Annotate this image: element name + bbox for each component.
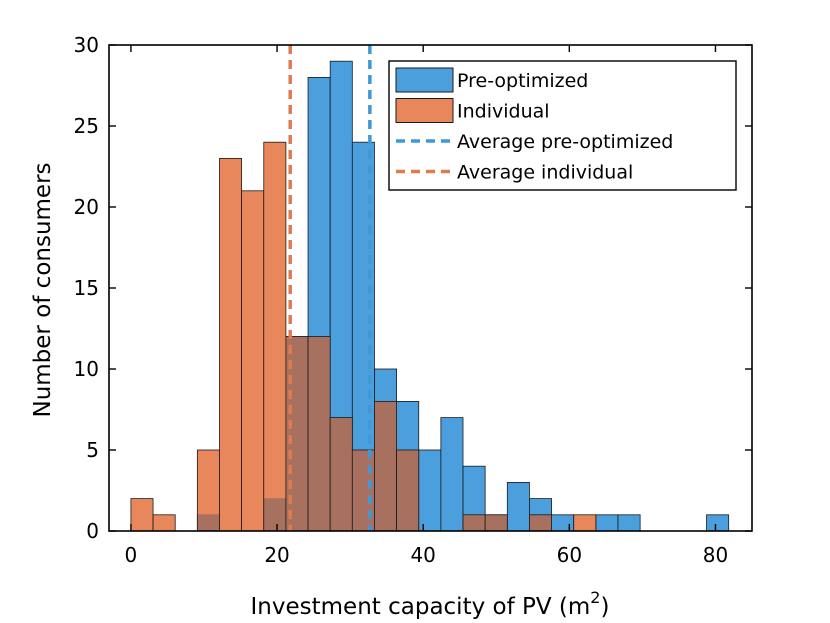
bar-overlap-2	[197, 514, 220, 531]
bar-individual-4	[241, 190, 264, 532]
legend-label-3: Average individual	[457, 162, 633, 184]
legend: Pre-optimized Individual Average pre-optim…	[388, 60, 737, 191]
y-tick-label-4: 20	[74, 195, 99, 219]
bar-individual-2	[197, 450, 220, 515]
bars-layer	[130, 60, 730, 532]
bar-pre-optimized-15	[595, 514, 619, 532]
legend-swatch-1	[395, 98, 454, 123]
y-axis-label: Number of consumers	[30, 162, 56, 417]
bar-individual-3	[219, 158, 242, 531]
bar-overlap-13	[485, 514, 508, 531]
x-tick-label-2: 40	[410, 543, 435, 567]
bar-overlap-7	[308, 336, 331, 531]
reference-lines	[288, 45, 372, 531]
x-tick-label-1: 20	[264, 543, 289, 567]
y-tick-label-3: 15	[74, 276, 99, 300]
bar-individual-1	[153, 514, 176, 531]
bar-pre-optimized-14	[551, 514, 575, 532]
bar-pre-optimized-9	[440, 417, 464, 532]
x-axis-label: Investment capacity of PV (m2)	[251, 588, 610, 620]
legend-swatch-0	[395, 67, 454, 93]
bar-overlap-11	[396, 450, 419, 531]
x-axis-label-main: Investment capacity of PV (m	[251, 594, 591, 620]
y-tick-label-5: 25	[74, 114, 99, 138]
x-tick-label-4: 80	[703, 543, 728, 567]
bar-pre-optimized-12	[506, 481, 530, 532]
y-tick-label-1: 5	[86, 438, 99, 462]
bar-individual-0	[130, 498, 154, 531]
bar-overlap-12	[463, 514, 486, 531]
legend-label-1: Individual	[457, 101, 550, 123]
axes: 0 20 40 60 80 0 5 10 15 20 25 30	[74, 33, 753, 567]
legend-label-2: Average pre-optimized	[457, 131, 673, 153]
y-tick-label-0: 0	[86, 519, 99, 543]
legend-label-0: Pre-optimized	[457, 70, 588, 92]
bar-pre-optimized-17	[706, 514, 730, 532]
x-tick-label-3: 60	[557, 543, 582, 567]
bar-overlap-5	[263, 498, 286, 531]
x-axis-label-superscript: 2	[590, 588, 600, 607]
bar-overlap-10	[374, 401, 397, 531]
y-tick-label-6: 30	[74, 33, 99, 57]
x-axis-label-close: )	[600, 594, 609, 620]
bar-individual-15	[573, 514, 596, 531]
x-tick-label-0: 0	[125, 543, 138, 567]
bar-individual-5	[263, 142, 286, 499]
bar-overlap-8	[330, 417, 353, 531]
bar-pre-optimized-8	[418, 449, 442, 532]
bar-pre-optimized-16	[617, 514, 641, 532]
bar-overlap-14	[529, 514, 552, 531]
y-tick-label-2: 10	[74, 357, 99, 381]
